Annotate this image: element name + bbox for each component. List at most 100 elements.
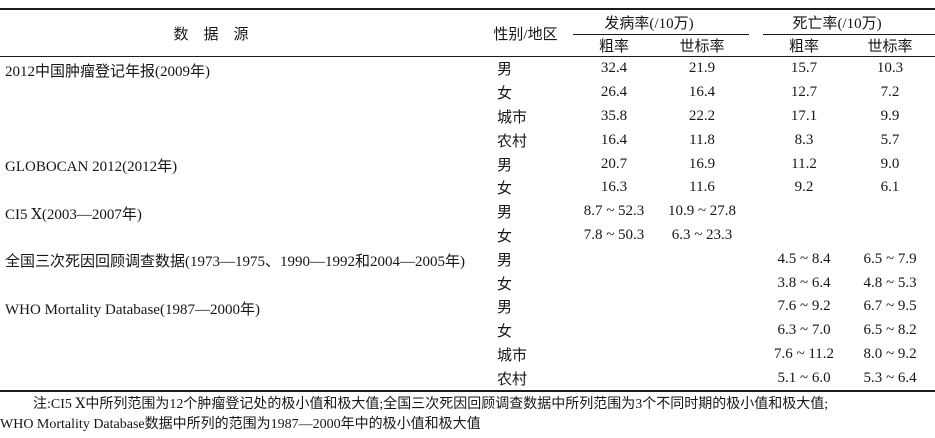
- incidence-standardized-cell: 6.3 ~ 23.3: [671, 226, 733, 243]
- incidence-standardized-cell: 21.9: [688, 60, 716, 77]
- data-source-cell: WHO Mortality Database(1987—2000年): [5, 301, 260, 318]
- mortality-crude-cell: 5.1 ~ 6.0: [777, 369, 831, 386]
- incidence-crude-cell: 26.4: [600, 84, 628, 101]
- table-row: 农村 16.4 11.8 8.3 5.7: [0, 128, 935, 152]
- table-row: 女 16.3 11.6 9.2 6.1: [0, 176, 935, 200]
- mortality-standardized-cell: 9.0: [880, 155, 900, 172]
- sex-region-cell: 农村: [497, 371, 528, 388]
- data-source-cell: 全国三次死因回顾调查数据(1973—1975、1990—1992和2004—20…: [5, 254, 465, 271]
- header-row-groups: 数 据 源 性别/地区 发病率(/10万) 死亡率(/10万): [0, 9, 935, 57]
- mortality-standardized-cell: 8.0 ~ 9.2: [863, 345, 917, 362]
- mortality-standardized-cell: 6.5 ~ 7.9: [863, 250, 917, 267]
- incidence-standardized-cell: [655, 319, 749, 343]
- column-gap: [749, 200, 763, 224]
- column-header-mortality-standardized: 世标率: [845, 34, 935, 57]
- column-header-mortality-crude: 粗率: [763, 34, 846, 57]
- header-row-subcolumns: 粗率 世标率 粗率 世标率: [0, 34, 935, 57]
- paper-table-page: 数 据 源 性别/地区 发病率(/10万) 死亡率(/10万) 粗率 世标率 粗…: [0, 8, 935, 438]
- mortality-crude-cell: [763, 224, 845, 248]
- incidence-standardized-cell: 11.8: [689, 131, 715, 148]
- incidence-crude-cell: 35.8: [600, 107, 628, 124]
- incidence-crude-cell: [573, 319, 655, 343]
- footnote-line-2: WHO Mortality Database数据中所列的范围为1987—2000…: [0, 417, 481, 433]
- incidence-crude-cell: [573, 247, 655, 271]
- column-group-incidence-rate: 发病率(/10万): [573, 9, 750, 35]
- incidence-crude-cell: 8.7 ~ 52.3: [583, 203, 645, 220]
- mortality-standardized-cell: [845, 224, 935, 248]
- mortality-standardized-cell: 4.8 ~ 5.3: [863, 274, 917, 291]
- sex-region-cell: 女: [497, 276, 513, 293]
- table-row: WHO Mortality Database(1987—2000年) 男 7.6 ~…: [0, 295, 935, 319]
- data-source-cell: CI5 Ⅹ(2003—2007年): [5, 206, 142, 223]
- table-row: 女 6.3 ~ 7.0 6.5 ~ 8.2: [0, 319, 935, 343]
- incidence-standardized-cell: [655, 247, 749, 271]
- column-gap: [749, 9, 764, 57]
- column-gap: [749, 224, 763, 248]
- sex-region-cell: 女: [497, 324, 513, 341]
- incidence-crude-cell: [573, 271, 655, 295]
- table-row: CI5 Ⅹ(2003—2007年) 男 8.7 ~ 52.3 10.9 ~ 27.8: [0, 200, 935, 224]
- mortality-crude-cell: 7.6 ~ 11.2: [773, 345, 835, 362]
- table-row: 女 7.8 ~ 50.3 6.3 ~ 23.3: [0, 224, 935, 248]
- mortality-standardized-cell: 9.9: [880, 107, 900, 124]
- column-gap: [749, 152, 763, 176]
- column-header-data-source: 数 据 源: [0, 9, 478, 57]
- incidence-standardized-cell: [655, 366, 749, 391]
- table-row: 城市 35.8 22.2 17.1 9.9: [0, 105, 935, 129]
- incidence-crude-cell: 20.7: [600, 155, 628, 172]
- mortality-standardized-cell: 10.3: [876, 60, 904, 77]
- sex-region-cell: 女: [497, 228, 513, 245]
- footnote-line-1: 注:CI5 Ⅹ中所列范围为12个肿瘤登记处的极小值和极大值;全国三次死因回顾调查…: [33, 397, 829, 413]
- table-row: 农村 5.1 ~ 6.0 5.3 ~ 6.4: [0, 366, 935, 391]
- table-row: GLOBOCAN 2012(2012年) 男 20.7 16.9 11.2 9.0: [0, 152, 935, 176]
- data-source-cell: 2012中国肿瘤登记年报(2009年): [5, 64, 210, 80]
- sex-region-cell: 男: [497, 205, 513, 222]
- incidence-standardized-cell: 11.6: [689, 179, 715, 196]
- column-gap: [749, 81, 763, 105]
- column-gap: [749, 247, 763, 271]
- mortality-crude-cell: 8.3: [794, 131, 814, 148]
- incidence-standardized-cell: 16.9: [688, 155, 716, 172]
- incidence-crude-cell: 16.3: [600, 179, 628, 196]
- column-header-incidence-standardized: 世标率: [655, 34, 750, 57]
- table-body: 2012中国肿瘤登记年报(2009年) 男 32.4 21.9 15.7 10.3 女 26.…: [0, 57, 935, 392]
- table-header: 数 据 源 性别/地区 发病率(/10万) 死亡率(/10万) 粗率 世标率 粗…: [0, 9, 935, 57]
- mortality-crude-cell: 3.8 ~ 6.4: [777, 274, 831, 291]
- mortality-standardized-cell: [845, 200, 935, 224]
- column-gap: [749, 128, 763, 152]
- column-gap: [749, 57, 763, 81]
- mortality-standardized-cell: 6.5 ~ 8.2: [863, 322, 917, 339]
- column-gap: [749, 343, 763, 367]
- column-gap: [749, 366, 763, 391]
- sex-region-cell: 农村: [497, 133, 528, 150]
- column-gap: [749, 271, 763, 295]
- incidence-crude-cell: [573, 343, 655, 367]
- incidence-standardized-cell: 22.2: [688, 107, 716, 124]
- incidence-crude-cell: [573, 366, 655, 391]
- mortality-crude-cell: 9.2: [794, 179, 814, 196]
- column-gap: [749, 105, 763, 129]
- mortality-crude-cell: 6.3 ~ 7.0: [777, 322, 831, 339]
- incidence-standardized-cell: [655, 271, 749, 295]
- mortality-crude-cell: 17.1: [790, 107, 818, 124]
- incidence-crude-cell: 16.4: [600, 131, 628, 148]
- sex-region-cell: 城市: [497, 347, 528, 364]
- column-header-incidence-crude: 粗率: [573, 34, 655, 57]
- table-footnote: 注:CI5 Ⅹ中所列范围为12个肿瘤登记处的极小值和极大值;全国三次死因回顾调查…: [0, 395, 935, 435]
- sex-region-cell: 城市: [497, 109, 528, 126]
- mortality-crude-cell: 4.5 ~ 8.4: [777, 250, 831, 267]
- incidence-standardized-cell: [655, 343, 749, 367]
- table-row: 全国三次死因回顾调查数据(1973—1975、1990—1992和2004—20…: [0, 247, 935, 271]
- mortality-crude-cell: [763, 200, 845, 224]
- column-group-mortality-rate: 死亡率(/10万): [763, 9, 935, 35]
- incidence-crude-cell: 32.4: [600, 60, 628, 77]
- mortality-standardized-cell: 5.7: [880, 131, 900, 148]
- table-row: 城市 7.6 ~ 11.2 8.0 ~ 9.2: [0, 343, 935, 367]
- incidence-standardized-cell: 10.9 ~ 27.8: [667, 203, 737, 220]
- sex-region-cell: 男: [497, 62, 513, 79]
- column-gap: [749, 295, 763, 319]
- sex-region-cell: 女: [497, 181, 513, 198]
- table-row: 2012中国肿瘤登记年报(2009年) 男 32.4 21.9 15.7 10.3: [0, 57, 935, 81]
- mortality-standardized-cell: 6.1: [880, 179, 900, 196]
- column-header-sex-region: 性别/地区: [478, 9, 573, 57]
